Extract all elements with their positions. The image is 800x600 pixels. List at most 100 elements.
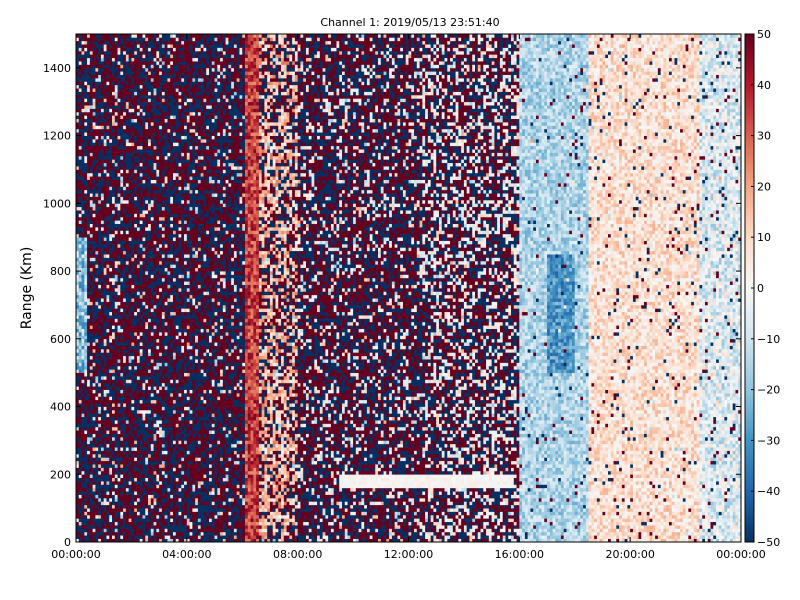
heatmap-cell — [106, 98, 109, 102]
heatmap-cell — [98, 302, 101, 306]
heatmap-cell — [109, 203, 112, 207]
heatmap-cell — [104, 88, 107, 92]
heatmap-cell — [115, 200, 118, 204]
heatmap-cell — [123, 149, 126, 153]
heatmap-cell — [82, 71, 85, 75]
heatmap-cell — [82, 467, 85, 471]
heatmap-cell — [98, 349, 101, 353]
heatmap-cell — [131, 115, 134, 119]
heatmap-cell — [126, 430, 129, 434]
heatmap-cell — [109, 180, 112, 184]
heatmap-cell — [118, 532, 121, 536]
heatmap-cell — [118, 461, 121, 465]
heatmap-cell — [131, 356, 134, 360]
heatmap-cell — [129, 457, 132, 461]
heatmap-cell — [131, 142, 134, 146]
heatmap-cell — [115, 339, 118, 343]
heatmap-cell — [84, 125, 87, 129]
heatmap-cell — [87, 291, 90, 295]
heatmap-cell — [93, 142, 96, 146]
heatmap-cell — [87, 373, 90, 377]
heatmap-cell — [93, 488, 96, 492]
heatmap-cell — [129, 247, 132, 251]
heatmap-cell — [84, 227, 87, 231]
heatmap-cell — [87, 193, 90, 197]
heatmap-cell — [106, 85, 109, 89]
heatmap-cell — [90, 203, 93, 207]
heatmap-cell — [79, 203, 82, 207]
heatmap-cell — [115, 258, 118, 262]
heatmap-cell — [129, 346, 132, 350]
heatmap-cell — [101, 298, 104, 302]
heatmap-cell — [112, 68, 115, 72]
heatmap-cell — [109, 491, 112, 495]
heatmap-cell — [112, 434, 115, 438]
heatmap-cell — [82, 44, 85, 48]
heatmap-cell — [129, 193, 132, 197]
heatmap-cell — [106, 376, 109, 380]
heatmap-cell — [115, 78, 118, 82]
heatmap-cell — [104, 512, 107, 516]
heatmap-cell — [101, 129, 104, 133]
heatmap-cell — [90, 98, 93, 102]
heatmap-cell — [118, 420, 121, 424]
heatmap-cell — [90, 481, 93, 485]
heatmap-cell — [131, 129, 134, 133]
heatmap-cell — [131, 349, 134, 353]
heatmap-cell — [123, 51, 126, 55]
heatmap-cell — [84, 383, 87, 387]
heatmap-cell — [134, 488, 137, 492]
heatmap-cell — [95, 535, 98, 539]
heatmap-cell — [104, 119, 107, 123]
heatmap-cell — [98, 203, 101, 207]
heatmap-cell — [126, 132, 129, 136]
heatmap-cell — [109, 291, 112, 295]
heatmap-cell — [79, 261, 82, 265]
heatmap-cell — [131, 251, 134, 255]
heatmap-cell — [82, 508, 85, 512]
heatmap-cell — [126, 376, 129, 380]
heatmap-cell — [112, 88, 115, 92]
heatmap-cell — [90, 464, 93, 468]
heatmap-cell — [120, 142, 123, 146]
heatmap-cell — [131, 366, 134, 370]
heatmap-cell — [129, 88, 132, 92]
heatmap-cell — [126, 427, 129, 431]
heatmap-cell — [106, 413, 109, 417]
heatmap-cell — [123, 474, 126, 478]
heatmap-cell — [112, 197, 115, 201]
heatmap-cell — [98, 481, 101, 485]
heatmap-cell — [98, 51, 101, 55]
heatmap-cell — [98, 464, 101, 468]
heatmap-cell — [90, 115, 93, 119]
heatmap-cell — [104, 403, 107, 407]
heatmap-cell — [95, 329, 98, 333]
heatmap-cell — [90, 71, 93, 75]
heatmap-cell — [131, 88, 134, 92]
heatmap-cell — [131, 461, 134, 465]
heatmap-cell — [101, 400, 104, 404]
heatmap-cell — [120, 532, 123, 536]
heatmap-cell — [93, 271, 96, 275]
heatmap-cell — [98, 491, 101, 495]
heatmap-cell — [87, 220, 90, 224]
heatmap-cell — [123, 92, 126, 96]
heatmap-cell — [93, 264, 96, 268]
heatmap-cell — [93, 434, 96, 438]
heatmap-cell — [87, 518, 90, 522]
heatmap-cell — [106, 373, 109, 377]
heatmap-cell — [84, 437, 87, 441]
heatmap-cell — [126, 98, 129, 102]
heatmap-cell — [98, 44, 101, 48]
heatmap-cell — [129, 274, 132, 278]
heatmap-cell — [126, 217, 129, 221]
heatmap-cell — [98, 64, 101, 68]
heatmap-cell — [84, 146, 87, 150]
heatmap-cell — [129, 532, 132, 536]
heatmap-cell — [93, 291, 96, 295]
heatmap-cell — [90, 54, 93, 58]
heatmap-cell — [84, 153, 87, 157]
heatmap-cell — [123, 491, 126, 495]
heatmap-cell — [120, 454, 123, 458]
heatmap-cell — [120, 342, 123, 346]
